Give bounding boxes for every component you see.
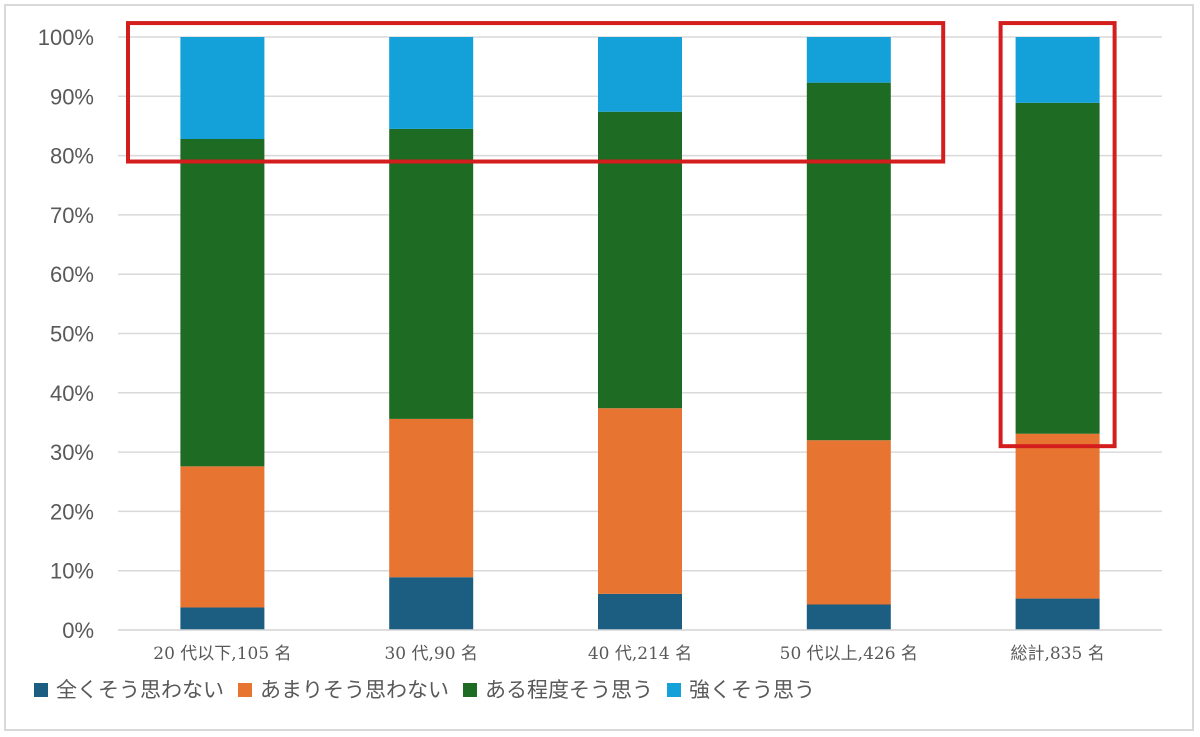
x-axis: 20 代以下,105 名 30 代,90 名 40 代,214 名 50 代以上,42… <box>118 629 1162 664</box>
y-tick-label: 80% <box>50 144 94 169</box>
bar-segment <box>598 111 682 409</box>
x-tick-label: 20 代以下,105 名 <box>153 644 291 664</box>
bar-segment <box>389 577 474 630</box>
y-tick-label: 100% <box>38 25 94 50</box>
legend-swatch <box>34 683 48 697</box>
bar-segment <box>1015 37 1100 103</box>
bar-segment <box>806 604 891 630</box>
bar-segment <box>180 466 265 608</box>
legend-item: ある程度そう思う <box>463 678 653 702</box>
x-tick-label: 50 代以上,426 名 <box>780 644 918 664</box>
legend-swatch <box>667 683 681 697</box>
bar-segment <box>806 440 891 605</box>
legend-swatch <box>463 683 477 697</box>
bar-segment <box>806 82 891 441</box>
highlight-box <box>126 21 946 164</box>
bar-segment <box>180 607 265 630</box>
x-tick-label: 総計,835 名 <box>1010 644 1104 664</box>
y-tick-label: 40% <box>50 381 94 406</box>
bar-segment <box>1015 598 1100 630</box>
y-axis: 0% 10% 20% 30% 40% 50% 60% 70% 80% 90% 100% <box>38 25 94 643</box>
legend-label: 強くそう思う <box>689 678 815 702</box>
y-tick-label: 20% <box>50 499 94 524</box>
x-tick-label: 40 代,214 名 <box>588 644 692 664</box>
legend-label: ある程度そう思う <box>485 678 653 702</box>
bar-segment <box>389 128 474 419</box>
bar-segment <box>1015 102 1100 434</box>
y-tick-label: 50% <box>50 322 94 347</box>
legend-item: あまりそう思わない <box>238 678 449 702</box>
legend-item: 強くそう思う <box>667 678 815 702</box>
bar-segment <box>598 408 682 594</box>
legend-label: 全くそう思わない <box>56 678 224 702</box>
bar-segment <box>389 418 474 578</box>
legend-label: あまりそう思わない <box>260 678 449 702</box>
highlight-box <box>998 21 1117 449</box>
bar-segment <box>598 37 682 112</box>
bar-segment <box>598 593 682 630</box>
y-tick-label: 30% <box>50 440 94 465</box>
y-tick-label: 70% <box>50 203 94 228</box>
bar-segment <box>180 138 265 467</box>
y-tick-label: 10% <box>50 559 94 584</box>
legend-item: 全くそう思わない <box>34 678 224 702</box>
bars <box>180 37 1100 630</box>
bar-segment <box>1015 433 1100 599</box>
legend-swatch <box>238 683 252 697</box>
y-tick-label: 60% <box>50 262 94 287</box>
highlight-boxes <box>126 21 1117 449</box>
bar-segment <box>806 37 891 83</box>
y-tick-label: 90% <box>50 84 94 109</box>
bar-segment <box>180 37 265 139</box>
y-tick-label: 0% <box>62 618 94 643</box>
legend: 全くそう思わない あまりそう思わない ある程度そう思う 強くそう思う <box>34 678 815 702</box>
bar-segment <box>389 37 474 129</box>
x-tick-label: 30 代,90 名 <box>384 644 477 664</box>
